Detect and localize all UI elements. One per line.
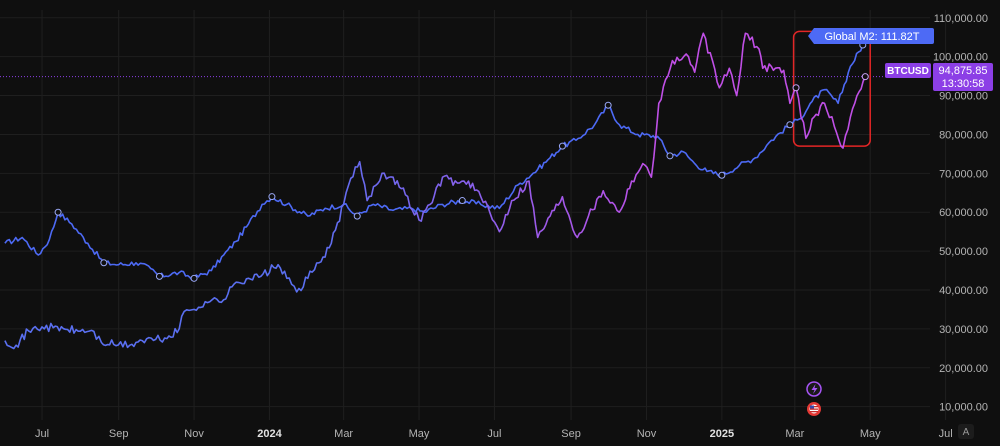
btcusd-line bbox=[4, 32, 867, 350]
grid-lines bbox=[0, 10, 947, 420]
x-tick-label: 2024 bbox=[257, 428, 282, 440]
y-tick-label: 50,000.00 bbox=[939, 246, 988, 258]
event-us-flag-icon[interactable] bbox=[807, 402, 821, 416]
series-lines bbox=[4, 32, 867, 350]
x-tick-label: Jul bbox=[487, 428, 501, 440]
m2-event-marker[interactable] bbox=[458, 197, 466, 205]
series-markers bbox=[54, 41, 869, 282]
y-tick-label: 110,000.00 bbox=[934, 13, 988, 25]
x-tick-label: Nov bbox=[637, 428, 657, 440]
btcusd-tag-text: BTCUSD bbox=[887, 66, 929, 77]
btc-price-text: 94,875.85 bbox=[939, 65, 988, 77]
y-tick-label: 40,000.00 bbox=[939, 285, 988, 297]
m2-event-marker[interactable] bbox=[718, 171, 726, 179]
y-tick-label: 20,000.00 bbox=[939, 363, 988, 375]
x-tick-label: May bbox=[860, 428, 881, 440]
x-tick-label: May bbox=[409, 428, 430, 440]
y-tick-label: 90,000.00 bbox=[939, 91, 988, 103]
m2-event-marker[interactable] bbox=[155, 272, 163, 280]
btcusd-tag: BTCUSD bbox=[885, 63, 931, 78]
global-m2-tag: Global M2: 111.82T bbox=[808, 28, 934, 44]
y-tick-label: 60,000.00 bbox=[939, 207, 988, 219]
m2-event-marker[interactable] bbox=[54, 208, 62, 216]
btc-price-tag: 94,875.85 13:30:58 bbox=[933, 63, 993, 91]
x-axis: Jul Sep Nov 2024 Mar May Jul Sep Nov 2025 Mar May Ju… bbox=[35, 428, 953, 440]
m2-event-marker[interactable] bbox=[100, 259, 108, 267]
m2-event-marker[interactable] bbox=[604, 101, 612, 109]
auto-scale-button[interactable]: A bbox=[958, 424, 974, 439]
x-tick-label: Mar bbox=[334, 428, 353, 440]
btc-timer-text: 13:30:58 bbox=[942, 78, 985, 90]
x-tick-label: Jul bbox=[35, 428, 49, 440]
x-tick-label: Jul bbox=[939, 428, 953, 440]
global-m2-tag-text: Global M2: 111.82T bbox=[825, 31, 920, 43]
x-tick-label: Mar bbox=[785, 428, 804, 440]
m2-event-marker[interactable] bbox=[353, 212, 361, 220]
y-tick-label: 80,000.00 bbox=[939, 129, 988, 141]
m2-event-marker[interactable] bbox=[558, 142, 566, 150]
y-tick-label: 30,000.00 bbox=[939, 324, 988, 336]
m2-event-marker[interactable] bbox=[666, 152, 674, 160]
y-axis: 10,000.00 20,000.00 30,000.00 40,000.00 50,0… bbox=[933, 13, 988, 414]
btc-event-marker[interactable] bbox=[792, 84, 800, 92]
auto-scale-label: A bbox=[963, 427, 970, 438]
y-tick-label: 70,000.00 bbox=[939, 168, 988, 180]
y-tick-label: 100,000.00 bbox=[933, 52, 988, 64]
m2-event-marker[interactable] bbox=[786, 121, 794, 129]
m2-event-marker[interactable] bbox=[268, 193, 276, 201]
x-tick-label: Sep bbox=[109, 428, 129, 440]
btc-event-marker[interactable] bbox=[861, 73, 869, 81]
x-tick-label: Sep bbox=[561, 428, 581, 440]
x-tick-label: Nov bbox=[184, 428, 204, 440]
x-tick-label: 2025 bbox=[710, 428, 734, 440]
y-tick-label: 10,000.00 bbox=[939, 402, 988, 414]
event-lightning-icon[interactable] bbox=[806, 381, 822, 397]
m2-event-marker[interactable] bbox=[190, 274, 198, 282]
